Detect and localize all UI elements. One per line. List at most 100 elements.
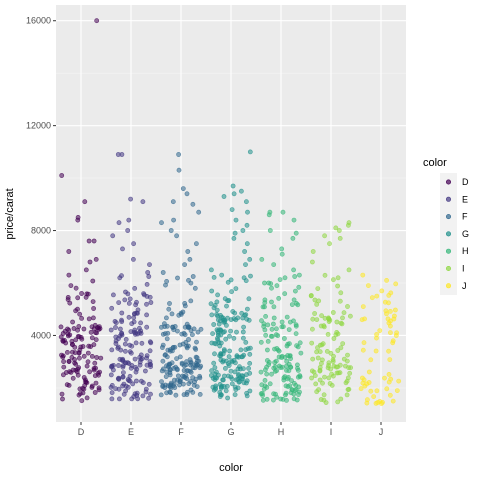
data-point-G (232, 360, 238, 366)
data-point-G (217, 381, 223, 387)
data-point-J (394, 330, 399, 336)
data-point-H (291, 318, 296, 324)
data-point-F (167, 372, 173, 378)
data-point-G (244, 222, 250, 228)
data-point-J (360, 380, 366, 386)
data-point-H (293, 230, 299, 236)
data-point-F (175, 275, 180, 281)
data-point-F (162, 352, 168, 358)
data-point-D (67, 300, 73, 306)
data-point-H (282, 392, 288, 398)
data-point-E (138, 330, 144, 336)
data-point-F (197, 391, 203, 397)
x-tick-label: J (379, 427, 384, 437)
data-point-H (293, 331, 299, 337)
data-point-F (184, 368, 190, 374)
data-point-H (277, 277, 283, 282)
data-point-H (265, 338, 271, 344)
data-point-D (86, 238, 92, 244)
data-point-J (374, 335, 379, 341)
data-point-D (81, 386, 87, 392)
data-point-G (247, 360, 253, 366)
data-point-G (240, 329, 246, 335)
data-point-G (229, 381, 235, 387)
data-point-F (168, 390, 173, 395)
data-point-F (184, 191, 190, 197)
data-point-E (128, 196, 133, 202)
data-point-J (386, 320, 392, 326)
data-point-J (386, 348, 391, 354)
data-point-F (173, 392, 179, 398)
data-point-H (273, 358, 279, 364)
data-point-E (121, 391, 127, 397)
data-point-G (231, 191, 237, 197)
data-point-D (65, 349, 70, 355)
data-point-H (270, 397, 276, 403)
data-point-G (211, 322, 217, 327)
data-point-J (382, 375, 387, 381)
data-point-H (292, 288, 298, 294)
data-point-H (276, 295, 282, 301)
data-point-G (238, 347, 244, 353)
data-point-H (262, 280, 267, 286)
data-point-I (331, 336, 337, 341)
data-point-F (192, 345, 198, 351)
data-point-E (144, 281, 150, 287)
data-point-E (109, 396, 115, 402)
data-point-E (126, 314, 132, 320)
data-point-F (159, 379, 164, 384)
data-point-H (262, 327, 268, 333)
data-point-F (167, 301, 172, 306)
data-point-F (179, 331, 185, 337)
data-point-J (364, 400, 370, 406)
data-point-H (270, 321, 276, 327)
data-point-G (212, 351, 217, 357)
data-point-J (392, 307, 398, 313)
data-point-G (245, 209, 250, 215)
data-point-J (396, 378, 402, 384)
data-point-D (66, 327, 72, 333)
data-point-I (322, 374, 327, 380)
data-point-J (386, 371, 392, 377)
data-point-D (79, 315, 84, 321)
data-point-H (271, 304, 277, 310)
data-point-G (233, 217, 239, 223)
data-point-J (384, 386, 390, 392)
data-point-I (333, 364, 339, 370)
data-point-G (212, 365, 218, 370)
data-point-J (390, 398, 396, 404)
data-point-D (91, 306, 96, 311)
data-point-F (178, 310, 184, 316)
data-point-E (127, 296, 133, 302)
data-point-F (188, 387, 194, 393)
data-point-G (232, 369, 238, 375)
data-point-H (286, 341, 292, 347)
data-point-J (366, 380, 372, 385)
data-point-G (223, 322, 229, 328)
data-point-D (68, 283, 74, 288)
data-point-G (220, 315, 226, 321)
data-point-F (185, 324, 191, 330)
data-point-E (144, 312, 149, 318)
data-point-J (379, 288, 385, 294)
data-point-E (133, 302, 138, 308)
data-point-F (198, 326, 204, 332)
data-point-E (144, 362, 150, 368)
data-point-J (374, 293, 380, 299)
data-point-F (195, 329, 201, 335)
data-point-E (116, 375, 122, 381)
data-point-G (228, 317, 234, 323)
data-point-G (231, 335, 237, 341)
data-point-E (127, 373, 133, 379)
data-point-G (227, 333, 232, 339)
data-point-J (384, 311, 389, 317)
data-point-F (162, 331, 168, 337)
data-point-D (60, 396, 65, 402)
data-point-E (119, 317, 124, 323)
data-point-F (171, 377, 177, 383)
data-point-I (309, 326, 315, 332)
data-point-G (233, 286, 239, 291)
data-point-F (190, 201, 196, 207)
data-point-G (218, 327, 224, 333)
data-point-H (271, 315, 277, 321)
